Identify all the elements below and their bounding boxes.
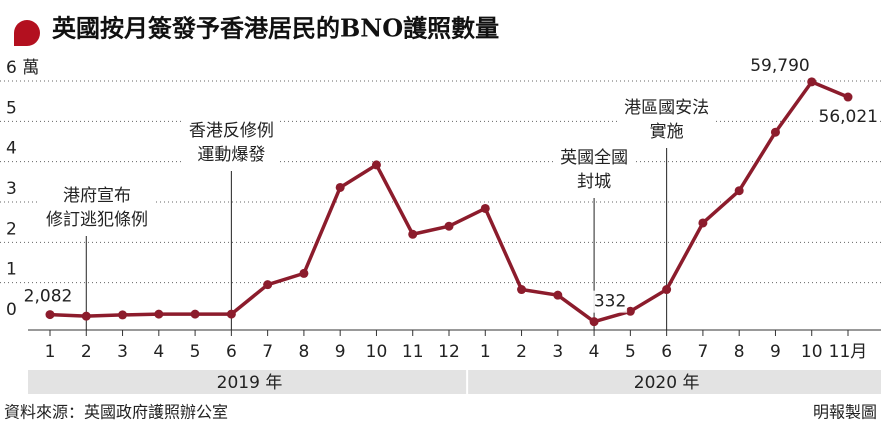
y-tick-label: 2: [6, 219, 17, 239]
data-point: [118, 310, 128, 320]
data-point: [190, 309, 200, 319]
data-point: [734, 186, 744, 196]
value-label-bg: [21, 285, 75, 308]
data-point: [843, 92, 853, 102]
x-tick-label: 1: [45, 342, 56, 362]
data-point: [480, 203, 490, 213]
data-point: [263, 280, 273, 290]
group-label: 2020 年: [634, 373, 700, 393]
annotation-text: 英國全國: [560, 148, 628, 168]
x-tick-label: 10: [801, 342, 823, 362]
annotation-text: 修訂逃犯條例: [46, 210, 148, 230]
x-tick-label: 11月: [829, 342, 868, 362]
x-tick-label: 8: [298, 342, 309, 362]
data-point: [770, 127, 780, 137]
title-icon: [14, 20, 40, 46]
data-point: [299, 268, 309, 278]
value-label: 56,021: [819, 107, 878, 127]
data-point: [408, 229, 418, 239]
y-tick-label: 4: [6, 139, 17, 159]
x-tick-label: 11: [402, 342, 424, 362]
data-point: [45, 310, 55, 320]
credit: 明報製圖: [813, 403, 877, 422]
x-tick-label: 7: [697, 342, 708, 362]
data-point: [371, 160, 381, 170]
annotation-box: [40, 180, 154, 236]
x-tick-label: 12: [438, 342, 460, 362]
data-point: [625, 306, 635, 316]
data-point: [81, 311, 91, 321]
x-tick-label: 1: [480, 342, 491, 362]
annotation-text: 香港反修例: [189, 121, 274, 141]
x-tick-label: 3: [117, 342, 128, 362]
x-tick-label: 8: [734, 342, 745, 362]
x-tick-label: 6: [226, 342, 237, 362]
value-label-bg: [816, 106, 880, 129]
chart-title: 英國按月簽發予香港居民的BNO護照數量: [52, 14, 499, 43]
x-tick-label: 9: [335, 342, 346, 362]
value-label: 2,082: [24, 287, 73, 307]
year-band: [28, 370, 881, 394]
data-point: [154, 309, 164, 319]
data-point: [807, 77, 817, 87]
data-point: [553, 290, 563, 300]
data-point: [335, 182, 345, 192]
x-tick-label: 7: [262, 342, 273, 362]
data-point: [698, 218, 708, 228]
group-label: 2019 年: [217, 373, 283, 393]
data-point: [444, 221, 454, 231]
annotation-text: 封城: [577, 172, 611, 192]
x-tick-label: 2: [516, 342, 527, 362]
x-tick-label: 3: [552, 342, 563, 362]
data-point: [662, 285, 672, 295]
x-tick-label: 10: [366, 342, 388, 362]
annotation-box: [182, 115, 280, 171]
x-tick-label: 5: [625, 342, 636, 362]
y-tick-label: 0: [6, 300, 17, 320]
data-point: [517, 285, 527, 295]
x-tick-label: 5: [190, 342, 201, 362]
value-label: 59,790: [750, 56, 809, 76]
annotation-box: [554, 142, 635, 198]
y-tick-label: 3: [6, 179, 17, 199]
x-tick-label: 2: [81, 342, 92, 362]
annotation-box: [618, 92, 716, 148]
value-label-bg: [747, 54, 812, 77]
value-label-bg: [593, 290, 628, 313]
annotation-text: 港區國安法: [624, 98, 709, 118]
annotation-text: 實施: [650, 122, 684, 142]
source: 資料來源：英國政府護照辦公室: [4, 403, 228, 422]
data-point: [589, 317, 599, 327]
x-tick-label: 4: [589, 342, 600, 362]
x-tick-label: 9: [770, 342, 781, 362]
data-point: [226, 309, 236, 319]
value-label: 332: [594, 292, 626, 312]
y-tick-label: 1: [6, 260, 17, 280]
x-tick-label: 6: [661, 342, 672, 362]
y-tick-label: 6 萬: [6, 58, 39, 78]
annotation-text: 港府宣布: [63, 186, 131, 206]
y-tick-label: 5: [6, 98, 17, 118]
annotation-text: 運動爆發: [197, 145, 265, 165]
x-tick-label: 4: [153, 342, 164, 362]
